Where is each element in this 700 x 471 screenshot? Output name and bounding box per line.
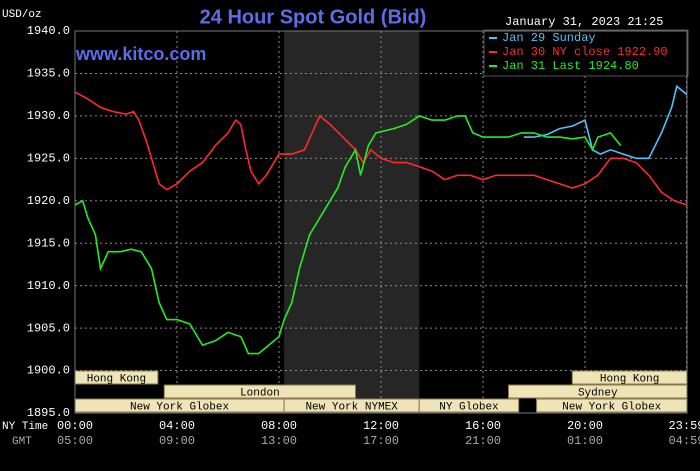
session-label: New York Globex — [562, 401, 661, 413]
source: www.kitco.com — [75, 44, 206, 64]
session-label: Hong Kong — [600, 373, 659, 385]
chart-title: 24 Hour Spot Gold (Bid) — [200, 6, 427, 28]
gmt-tick-label: 17:00 — [363, 434, 399, 448]
timestamp: January 31, 2023 21:25 — [505, 15, 663, 29]
x-tick-label: 16:00 — [465, 419, 501, 433]
y-tick-label: 1920.0 — [27, 194, 70, 208]
legend-label: Jan 30 NY close 1922.90 — [502, 45, 668, 59]
session-label: London — [240, 387, 280, 399]
y-tick-label: 1915.0 — [27, 236, 70, 250]
y-tick-label: 1895.0 — [27, 406, 70, 420]
y-tick-label: 1905.0 — [27, 321, 70, 335]
series-line — [523, 84, 688, 160]
gmt-tick-label: 04:59 — [668, 434, 700, 448]
session-label: New York Globex — [130, 401, 229, 413]
legend-label: Jan 31 Last 1924.80 — [502, 59, 639, 73]
x-tick-label: 00:00 — [57, 419, 93, 433]
x-tick-label: 04:00 — [159, 419, 195, 433]
x-tick-label: 08:00 — [261, 419, 297, 433]
lines-layer — [74, 84, 688, 355]
gmt-tick-label: 09:00 — [159, 434, 195, 448]
gmt-row-label: GMT — [12, 436, 32, 448]
session-bar — [418, 398, 520, 413]
gmt-tick-label: 01:00 — [567, 434, 603, 448]
y-tick-label: 1925.0 — [27, 152, 70, 166]
unit-label: USD/oz — [2, 9, 42, 21]
session-label: New York NYMEX — [305, 401, 398, 413]
session-bar — [163, 384, 356, 399]
y-tick-label: 1900.0 — [27, 364, 70, 378]
x-tick-label: 20:00 — [567, 419, 603, 433]
shade-layer — [284, 31, 420, 413]
gmt-tick-label: 13:00 — [261, 434, 297, 448]
y-tick-label: 1930.0 — [27, 109, 70, 123]
y-tick-label: 1935.0 — [27, 67, 70, 81]
session-label: Sydney — [578, 387, 618, 399]
session-label: Hong Kong — [87, 373, 146, 385]
series-line — [74, 115, 622, 355]
gmt-tick-label: 21:00 — [465, 434, 501, 448]
plot-frame — [74, 30, 688, 414]
legend-label: Jan 29 Sunday — [502, 31, 596, 45]
y-tick-label: 1940.0 — [27, 24, 70, 38]
legend-box — [483, 29, 689, 77]
series-line — [74, 91, 688, 206]
x-tick-label: 12:00 — [363, 419, 399, 433]
y-tick-label: 1910.0 — [27, 279, 70, 293]
session-shade — [284, 31, 420, 413]
x-row-label: NY Time — [2, 421, 48, 433]
x-tick-label: 23:59 — [668, 419, 700, 433]
gmt-tick-label: 05:00 — [57, 434, 93, 448]
session-label: NY Globex — [439, 401, 499, 413]
